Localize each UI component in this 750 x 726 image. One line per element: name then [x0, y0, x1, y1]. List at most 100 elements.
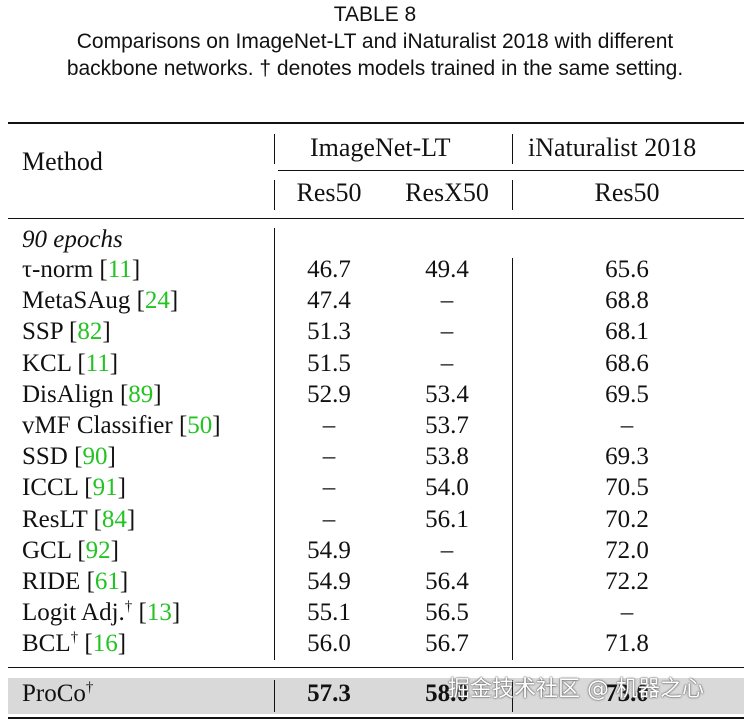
cell-resx50: 53.8 — [425, 443, 469, 470]
header-imagenet: ImageNet-LT — [310, 133, 451, 162]
citation-link[interactable]: 84 — [101, 506, 127, 533]
ref-open: [ — [80, 568, 95, 595]
ref-open: [ — [132, 599, 147, 626]
header-col-resx50: ResX50 — [405, 178, 489, 207]
method-name: DisAlign — [22, 381, 114, 408]
citation-link[interactable]: 82 — [77, 318, 103, 345]
method-separator-final — [274, 680, 275, 712]
cell-inat: 70.2 — [605, 506, 649, 533]
cell-res50: 54.9 — [307, 537, 351, 564]
ref-open: [ — [62, 318, 78, 345]
table-row-method: MetaSAug [24] — [22, 286, 178, 316]
final-row-inat: 73.0 — [605, 680, 649, 707]
table-row-method: DisAlign [89] — [22, 380, 162, 410]
citation-link[interactable]: 91 — [92, 474, 118, 501]
method-name: ICCL — [22, 474, 79, 501]
final-row-res50: 57.3 — [307, 680, 351, 707]
citation-link[interactable]: 24 — [144, 287, 170, 314]
ref-close: ] — [119, 568, 129, 595]
cell-resx50: 53.7 — [425, 412, 469, 439]
citation-link[interactable]: 16 — [92, 630, 118, 657]
cell-inat: 69.3 — [605, 443, 649, 470]
ref-close: ] — [102, 318, 111, 345]
cell-resx50: 49.4 — [425, 256, 469, 283]
dataset-separator-body — [512, 258, 513, 660]
section-label: 90 epochs — [22, 226, 123, 253]
cell-res50: 52.9 — [307, 381, 351, 408]
citation-link[interactable]: 61 — [94, 568, 120, 595]
final-row-resx50: 58.0 — [425, 680, 469, 707]
method-name: SSP — [22, 318, 63, 345]
method-name: SSD — [22, 443, 68, 470]
top-rule — [8, 122, 744, 124]
citation-link[interactable]: 90 — [82, 443, 108, 470]
bottom-rule — [8, 717, 744, 719]
cell-resx50: – — [440, 318, 454, 345]
method-name: BCL — [22, 630, 71, 657]
ref-open: [ — [87, 506, 102, 533]
cell-resx50: – — [440, 537, 454, 564]
ref-close: ] — [110, 537, 119, 564]
cell-res50: – — [322, 443, 336, 470]
ref-open: [ — [78, 474, 93, 501]
table-label: TABLE 8 — [333, 3, 417, 26]
ref-close: ] — [131, 256, 141, 283]
final-method-name: ProCo — [22, 680, 86, 707]
cell-inat: 65.6 — [605, 256, 649, 283]
method-name: KCL — [22, 350, 72, 377]
citation-link[interactable]: 89 — [128, 381, 154, 408]
caption-line-1: Comparisons on ImageNet-LT and iNaturali… — [76, 30, 674, 53]
cell-inat: – — [620, 412, 634, 439]
table-row-method: KCL [11] — [22, 349, 118, 379]
table-row-method: Logit Adj.† [13] — [22, 598, 180, 628]
header-method: Method — [22, 147, 103, 176]
ref-open: [ — [172, 412, 188, 439]
dagger-mark: † — [70, 629, 79, 646]
citation-link[interactable]: 13 — [146, 599, 172, 626]
cell-inat: 68.1 — [605, 318, 649, 345]
cell-res50: – — [322, 412, 336, 439]
ref-close: ] — [107, 443, 116, 470]
table-row-method: ResLT [84] — [22, 505, 135, 535]
cell-inat: 72.0 — [605, 537, 649, 564]
citation-link[interactable]: 92 — [85, 537, 111, 564]
citation-link[interactable]: 11 — [85, 350, 110, 377]
cell-inat: 71.8 — [605, 630, 649, 657]
ref-open: [ — [71, 350, 86, 377]
table-row-method: SSD [90] — [22, 442, 116, 472]
cell-res50: 51.3 — [307, 318, 351, 345]
method-name: τ-norm — [22, 256, 94, 283]
ref-close: ] — [153, 381, 162, 408]
ref-open: [ — [71, 537, 86, 564]
ref-close: ] — [117, 630, 127, 657]
method-name: GCL — [22, 537, 72, 564]
final-dagger: † — [85, 679, 94, 696]
ref-open: [ — [113, 381, 129, 408]
ref-close: ] — [171, 599, 181, 626]
table-row-method: vMF Classifier [50] — [22, 411, 221, 441]
caption-line-2: backbone networks. † denotes models trai… — [66, 57, 684, 80]
cell-resx50: 56.7 — [425, 630, 469, 657]
table-row-method: SSP [82] — [22, 317, 111, 347]
cell-inat: 68.8 — [605, 287, 649, 314]
cell-inat: – — [620, 599, 634, 626]
cell-resx50: 53.4 — [425, 381, 469, 408]
cell-inat: 69.5 — [605, 381, 649, 408]
cell-inat: 72.2 — [605, 568, 649, 595]
ref-open: [ — [93, 256, 108, 283]
dataset-separator-header-2 — [512, 180, 513, 210]
citation-link[interactable]: 50 — [187, 412, 213, 439]
header-col-res50: Res50 — [296, 178, 362, 207]
table-row-method: BCL† [16] — [22, 629, 126, 659]
cell-resx50: 56.4 — [425, 568, 469, 595]
header-inaturalist: iNaturalist 2018 — [528, 133, 697, 162]
final-row-method: ProCo† — [22, 679, 93, 709]
ref-close: ] — [126, 506, 136, 533]
table-row-method: RIDE [61] — [22, 567, 128, 597]
citation-link[interactable]: 11 — [107, 256, 132, 283]
method-name: RIDE — [22, 568, 81, 595]
method-name: Logit Adj. — [22, 599, 125, 626]
cell-inat: 68.6 — [605, 350, 649, 377]
ref-close: ] — [169, 287, 179, 314]
method-name: MetaSAug — [22, 287, 131, 314]
